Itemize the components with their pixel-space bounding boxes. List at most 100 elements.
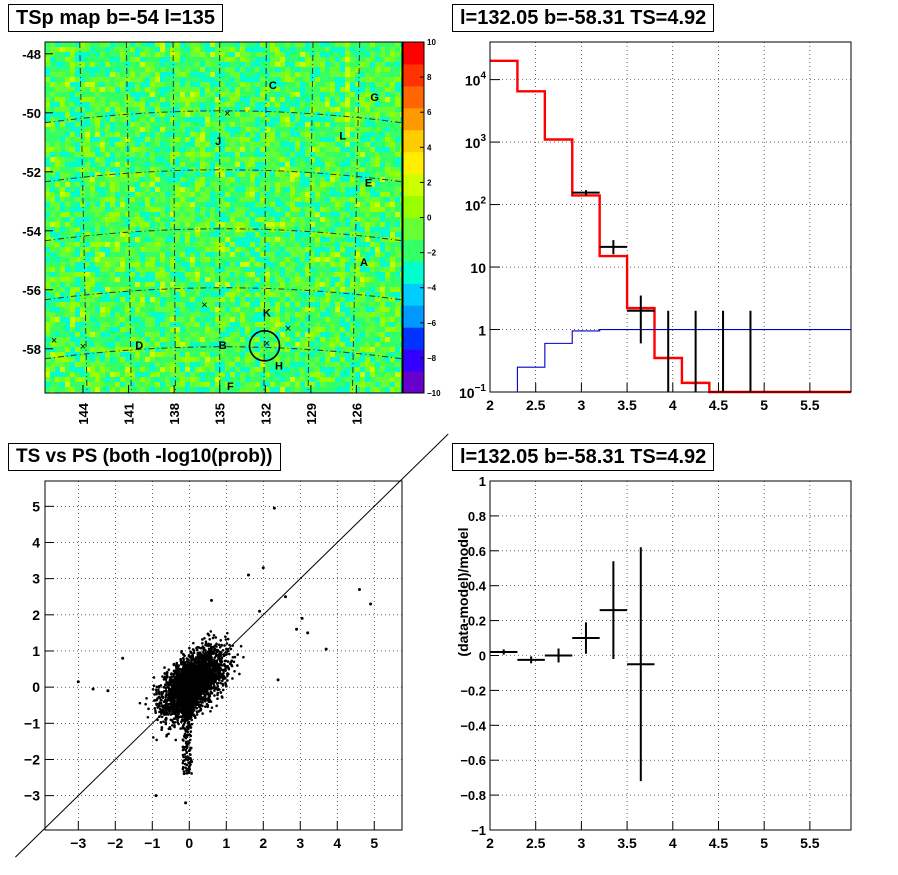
map-cell [290,192,295,197]
map-cell [80,142,85,147]
map-cell [55,142,60,147]
map-cell [190,132,195,137]
map-cell [75,317,80,322]
map-cell [195,292,200,297]
map-cell [340,157,345,162]
map-cell [145,292,150,297]
map-cell [165,257,170,262]
map-cell [215,52,220,57]
map-cell [370,237,375,242]
map-cell [185,172,190,177]
map-cell [315,92,320,97]
map-cell [140,287,145,292]
map-cell [295,127,300,132]
map-cell [320,42,325,47]
map-cell [380,202,385,207]
map-cell [385,357,390,362]
map-cell [285,237,290,242]
map-cell [300,227,305,232]
map-cell [375,77,380,82]
map-cell [380,187,385,192]
map-cell [290,107,295,112]
map-cell [325,222,330,227]
map-cell [310,297,315,302]
map-cell [265,187,270,192]
map-cell [335,57,340,62]
map-cell [400,67,402,72]
map-cell [400,332,402,337]
map-cell [105,47,110,52]
map-cell [310,377,315,382]
map-cell [350,197,355,202]
map-cell [105,287,110,292]
map-cell [300,207,305,212]
map-cell [385,137,390,142]
map-cell [325,92,330,97]
map-cell [345,252,350,257]
map-cell [185,362,190,367]
map-cell [340,107,345,112]
map-cell [260,57,265,62]
map-cell [95,152,100,157]
map-cell [305,112,310,117]
map-cell [355,262,360,267]
map-cell [105,292,110,297]
map-cell [315,182,320,187]
map-cell [270,302,275,307]
map-cell [275,152,280,157]
map-cell [80,282,85,287]
map-cell [160,232,165,237]
map-cell [130,372,135,377]
map-cell [55,47,60,52]
map-cell [340,162,345,167]
map-cell [290,257,295,262]
map-cell [70,247,75,252]
map-cell [80,107,85,112]
map-cell [45,372,50,377]
map-cell [400,207,402,212]
map-cell [175,332,180,337]
map-cell [360,132,365,137]
map-cell [365,297,370,302]
map-cell [140,317,145,322]
map-cell [255,67,260,72]
map-cell [270,162,275,167]
map-cell [200,197,205,202]
map-cell [280,267,285,272]
map-cell [305,302,310,307]
map-cell [265,352,270,357]
map-cell [290,272,295,277]
map-cell [390,107,395,112]
map-cell [295,167,300,172]
map-cell [370,332,375,337]
map-cell [270,307,275,312]
map-cell [65,312,70,317]
map-cell [75,372,80,377]
map-cell [195,262,200,267]
map-cell [385,272,390,277]
map-cell [155,177,160,182]
map-cell [50,192,55,197]
map-cell [355,282,360,287]
map-cell [320,297,325,302]
map-cell [245,342,250,347]
map-cell [105,252,110,257]
map-cell [170,77,175,82]
map-cell [95,212,100,217]
map-cell [120,177,125,182]
map-cell [285,242,290,247]
map-cell [240,182,245,187]
map-cell [360,112,365,117]
map-cell [70,332,75,337]
map-cell [160,107,165,112]
map-cell [170,282,175,287]
map-cell [330,112,335,117]
map-cell [165,182,170,187]
map-cell [215,362,220,367]
map-cell [370,262,375,267]
map-cell [175,282,180,287]
map-cell [320,52,325,57]
map-cell [395,317,400,322]
map-cell [50,142,55,147]
map-cell [310,237,315,242]
